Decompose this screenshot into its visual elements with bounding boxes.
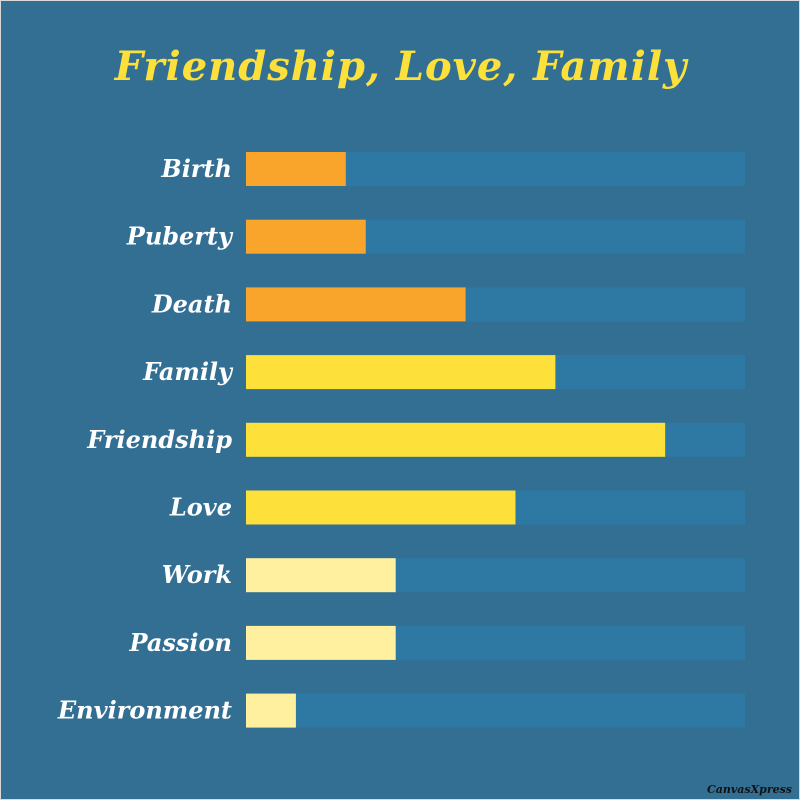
- bar-track-environment: [246, 693, 745, 728]
- bar-passion: [246, 625, 396, 660]
- category-label-environment: Environment: [57, 696, 232, 725]
- category-label-work: Work: [162, 560, 232, 589]
- bar-environment: [246, 693, 296, 728]
- category-label-family: Family: [142, 357, 234, 386]
- bar-family: [246, 355, 556, 390]
- category-label-death: Death: [151, 289, 232, 318]
- bar-friendship: [246, 422, 666, 457]
- category-label-passion: Passion: [128, 628, 232, 657]
- chart-title: Friendship, Love, Family: [114, 43, 688, 90]
- bar-birth: [246, 152, 346, 186]
- category-label-friendship: Friendship: [86, 425, 232, 454]
- bar-death: [246, 287, 466, 322]
- bar-puberty: [246, 219, 366, 254]
- bar-work: [246, 558, 396, 593]
- watermark: CanvasXpress: [707, 783, 792, 796]
- category-label-birth: Birth: [160, 154, 232, 183]
- category-label-love: Love: [169, 493, 232, 522]
- bar-love: [246, 490, 516, 525]
- category-label-puberty: Puberty: [126, 222, 234, 251]
